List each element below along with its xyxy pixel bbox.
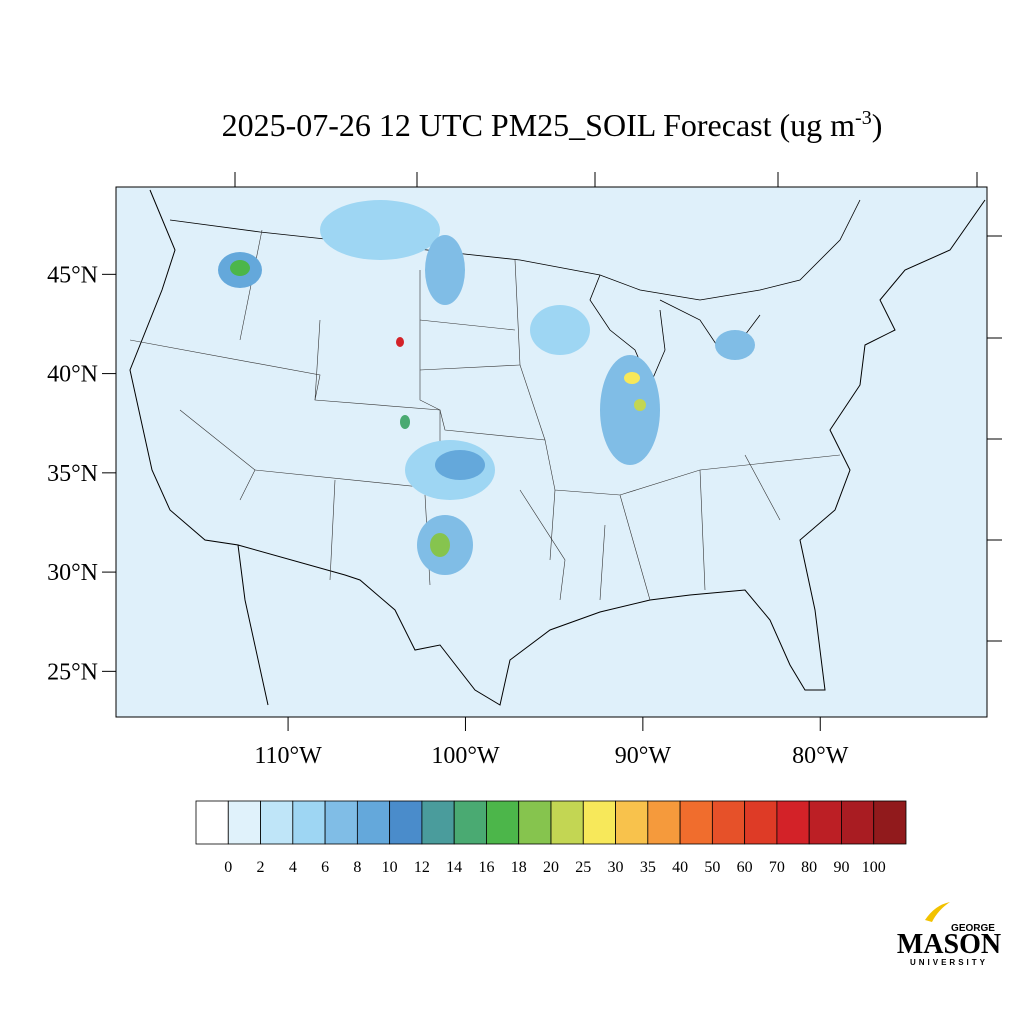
- field-patch: [400, 415, 410, 429]
- colorbar-box: [292, 800, 326, 845]
- colorbar-box: [647, 800, 681, 845]
- colorbar-label: 4: [289, 859, 297, 876]
- colorbar-label: 70: [769, 859, 785, 876]
- colorbar-label: 90: [833, 859, 849, 876]
- colorbar-box: [873, 800, 907, 845]
- colorbar-box: [808, 800, 842, 845]
- colorbar-box: [260, 800, 294, 845]
- colorbar-label: 10: [382, 859, 398, 876]
- colorbar-label: 18: [511, 859, 527, 876]
- colorbar-box: [615, 800, 649, 845]
- title-superscript: -3: [855, 107, 872, 129]
- colorbar-box: [453, 800, 487, 845]
- lon-tick-label: 80°W: [792, 743, 849, 769]
- field-patch: [715, 330, 755, 360]
- logo-main: MASON: [897, 929, 1001, 960]
- colorbar-label: 16: [478, 859, 494, 876]
- colorbar-label: 80: [801, 859, 817, 876]
- colorbar-label: 8: [353, 859, 361, 876]
- lat-tick-label: 30°N: [47, 560, 98, 586]
- logo: GEORGE MASON UNIVERSITY: [897, 902, 1001, 967]
- logo-swoosh: [925, 902, 950, 922]
- colorbar-box: [324, 800, 358, 845]
- colorbar-box: [550, 800, 584, 845]
- title-main: 2025-07-26 12 UTC PM25_SOIL Forecast (ug…: [222, 107, 856, 143]
- colorbar-label: 60: [737, 859, 753, 876]
- field-patch: [634, 399, 646, 411]
- title: 2025-07-26 12 UTC PM25_SOIL Forecast (ug…: [222, 107, 883, 143]
- map-frame: [115, 186, 988, 718]
- field-patch: [320, 200, 440, 260]
- lat-tick-label: 45°N: [47, 262, 98, 288]
- colorbar-box: [389, 800, 423, 845]
- colorbar-label: 25: [575, 859, 591, 876]
- logo-top: GEORGE: [951, 923, 995, 934]
- colorbar-box: [776, 800, 810, 845]
- map-background: [116, 187, 987, 717]
- colorbar-box: [841, 800, 875, 845]
- colorbar-label: 6: [321, 859, 329, 876]
- lon-tick-label: 110°W: [254, 743, 322, 769]
- frame-ticks: [234, 172, 1002, 642]
- field-patch: [230, 260, 250, 276]
- lon-tick-label: 100°W: [431, 743, 500, 769]
- field-patch: [624, 372, 640, 384]
- colorbar-label: 12: [414, 859, 430, 876]
- colorbar-label: 50: [704, 859, 720, 876]
- lat-tick-label: 25°N: [47, 659, 98, 685]
- colorbar-label: 20: [543, 859, 559, 876]
- field-patch: [430, 533, 450, 557]
- colorbar-label: 14: [446, 859, 462, 876]
- state-borders: [129, 229, 841, 601]
- colorbar-box: [518, 800, 552, 845]
- logo-bottom: UNIVERSITY: [910, 958, 988, 967]
- lon-tick-label: 90°W: [615, 743, 672, 769]
- colorbar-box: [486, 800, 520, 845]
- colorbar-box: [356, 800, 391, 845]
- lat-tick-label: 35°N: [47, 461, 98, 487]
- concentration-field: [218, 200, 755, 575]
- colorbar-label: 100: [862, 859, 886, 876]
- colorbar-box: [227, 800, 261, 845]
- colorbar-box: [582, 800, 616, 845]
- colorbar-label: 0: [224, 859, 232, 876]
- colorbar-label: 30: [608, 859, 624, 876]
- colorbar-label: 40: [672, 859, 688, 876]
- field-patch: [530, 305, 590, 355]
- field-patch: [435, 450, 485, 480]
- colorbar-box: [421, 800, 455, 845]
- colorbar-label: 2: [257, 859, 265, 876]
- colorbar-box: [711, 800, 746, 845]
- colorbar-box: [679, 800, 713, 845]
- colorbar-label: 35: [640, 859, 656, 876]
- field-patch: [600, 355, 660, 465]
- colorbar-box: [195, 800, 229, 845]
- colorbar-box: [744, 800, 778, 845]
- field-patch: [396, 337, 404, 347]
- lat-tick-label: 40°N: [47, 362, 98, 388]
- title-close: ): [872, 107, 883, 143]
- field-patch: [425, 235, 465, 305]
